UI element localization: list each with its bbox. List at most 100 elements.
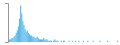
bar (89, 42, 90, 43)
bar (61, 41, 62, 42)
bar (86, 42, 87, 43)
bar (12, 38, 13, 42)
bar (21, 13, 22, 42)
bar (95, 42, 96, 43)
bar (59, 42, 60, 43)
bar (15, 36, 16, 43)
bar (54, 39, 55, 42)
bar (84, 42, 85, 43)
bar (91, 42, 92, 43)
bar (109, 42, 110, 43)
bar (75, 41, 76, 42)
chart (0, 0, 120, 45)
bar (47, 39, 48, 42)
bar (53, 41, 54, 42)
bar (73, 42, 74, 43)
bar (110, 42, 111, 43)
bar (33, 37, 34, 42)
bar (88, 42, 89, 43)
bar (115, 42, 116, 43)
bar (117, 41, 118, 42)
bar (9, 39, 10, 42)
bar (49, 41, 50, 42)
bar (93, 41, 94, 42)
bar (100, 42, 101, 43)
bar (29, 34, 30, 42)
bar (111, 42, 112, 43)
bar (113, 42, 114, 43)
bar (22, 21, 23, 42)
bar (14, 37, 15, 42)
bar (11, 38, 12, 42)
bar (99, 41, 100, 42)
bar (82, 42, 83, 43)
bar (16, 33, 17, 42)
bar (97, 42, 98, 43)
bar (77, 42, 78, 43)
bar (32, 37, 33, 42)
bar (38, 38, 39, 42)
bar (52, 42, 53, 43)
bar (64, 41, 65, 42)
bar (39, 39, 40, 42)
bar (20, 6, 21, 42)
bar (48, 41, 49, 42)
bar (28, 33, 29, 42)
bar (70, 42, 71, 43)
bar (51, 41, 52, 42)
bar (60, 42, 61, 43)
bar (96, 42, 97, 43)
bar (106, 42, 107, 43)
bar (105, 42, 106, 43)
bar (108, 42, 109, 43)
bar (107, 41, 108, 42)
bar (10, 39, 11, 42)
bar (85, 42, 86, 43)
bar (87, 41, 88, 42)
bar (55, 41, 56, 42)
bar (30, 36, 31, 43)
bar (43, 38, 44, 42)
bar (114, 42, 115, 43)
bar (63, 41, 64, 42)
bar (92, 42, 93, 43)
bar (71, 42, 72, 43)
bar (50, 41, 51, 42)
bar (26, 32, 27, 42)
bar (80, 42, 81, 43)
bar (104, 42, 105, 43)
bar (83, 41, 84, 42)
bar (25, 29, 26, 42)
bar (17, 30, 18, 42)
bar (66, 42, 67, 43)
bar (116, 42, 117, 43)
bar (76, 42, 77, 43)
bar (56, 41, 57, 42)
bar (45, 39, 46, 42)
bar (69, 41, 70, 42)
y-axis (5, 4, 9, 43)
plot (5, 4, 118, 43)
bar (98, 42, 99, 43)
bar (102, 42, 103, 43)
bar (72, 41, 73, 42)
bar (65, 42, 66, 43)
bar (44, 39, 45, 42)
bar (41, 39, 42, 42)
bar (31, 36, 32, 43)
bar (36, 38, 37, 42)
bar (62, 42, 63, 43)
bar (67, 42, 68, 43)
bar (34, 38, 35, 42)
bar (37, 37, 38, 42)
bar (23, 25, 24, 42)
bars (8, 6, 118, 42)
bar (27, 30, 28, 42)
bar (74, 42, 75, 43)
bar (81, 42, 82, 43)
bar (94, 42, 95, 43)
bar (103, 42, 104, 43)
bar (78, 41, 79, 42)
bar (40, 39, 41, 42)
bar (42, 39, 43, 42)
